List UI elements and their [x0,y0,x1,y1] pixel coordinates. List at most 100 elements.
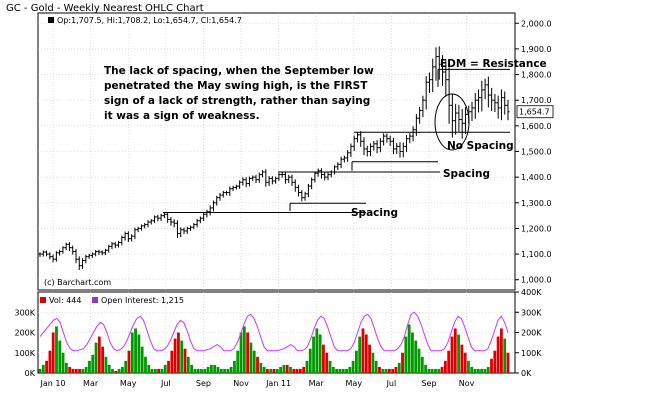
volume-bar [78,368,81,373]
volume-bar [242,326,246,373]
x-tick-label: Sep [196,379,211,388]
x-tick-label: Sep [421,379,436,388]
price-y-tick-label: 1,500.0 [521,148,552,157]
volume-bar [127,350,131,373]
volume-bar [476,368,480,373]
volume-bar [437,368,441,373]
volume-bar [180,340,184,373]
volume-y-tick-label: 400K [521,288,542,297]
volume-bar [463,352,467,373]
volume-bar [322,344,325,373]
volume-bar [368,344,371,373]
volume-bar [94,342,98,373]
volume-bar [331,366,335,373]
volume-bar [51,332,55,373]
oi-legend-icon [92,297,99,303]
volume-left-y-tick-label: 200K [14,329,35,338]
volume-bar [150,368,154,373]
volume-bar [226,368,230,373]
volume-bar [358,336,362,373]
volume-bar [338,368,342,373]
volume-bar [430,368,434,373]
volume-bar [381,368,385,373]
volume-bar [177,332,180,373]
volume-bar [345,368,348,373]
volume-bar [420,356,424,373]
volume-bar [397,362,401,373]
volume-bar [157,368,161,373]
volume-bar [490,358,493,373]
volume-bar [61,352,65,373]
volume-bar [279,366,282,373]
volume-bar [71,368,75,373]
volume-bar [91,354,95,373]
volume-bar [467,360,470,373]
volume-bar [378,366,381,373]
volume-bar [170,350,174,373]
x-tick-label: Jan 10 [39,379,65,388]
volume-bar [130,332,134,373]
volume-bar [219,368,223,373]
volume-bar [447,350,451,373]
volume-bar [384,368,388,373]
volume-bar [371,352,375,373]
volume-bar [496,336,500,373]
volume-bar [117,368,121,373]
last-price-box [516,105,554,119]
volume-bar [282,364,286,373]
volume-bar [298,368,302,373]
volume-bar [272,368,276,373]
annotation-edm: EDM = Resistance [440,58,547,70]
volume-bar [427,368,431,373]
volume-bar [315,328,319,373]
volume-bar [229,366,233,373]
volume-bar [190,364,194,373]
volume-bar [335,368,339,373]
volume-bar [450,336,454,373]
price-y-tick-label: 1,900.0 [521,45,552,54]
volume-bar [246,332,250,373]
volume-bar [325,352,329,373]
volume-left-y-tick-label: 0K [25,369,36,378]
volume-bar [473,368,477,373]
volume-bar [163,364,167,373]
volume-bar [107,364,111,373]
volume-bar [457,334,460,373]
volume-bar [153,368,157,373]
volume-left-y-tick-label: 100K [14,349,35,358]
vol-legend-text: Vol: 444 [49,296,82,305]
volume-bar [480,368,484,373]
volume-bar [104,356,108,373]
vol-legend-icon [40,297,46,303]
volume-bar [101,346,105,373]
x-tick-label: Jan 11 [265,379,291,388]
volume-bar [292,368,296,373]
x-tick-label: Jul [386,379,397,388]
volume-bar [483,368,487,373]
volume-bar [387,368,391,373]
price-y-tick-label: 1,300.0 [521,199,552,208]
price-y-tick-label: 1,700.0 [521,96,552,105]
volume-bar [269,368,273,373]
volume-bar [500,328,503,373]
volume-bar [318,334,322,373]
volume-bar [236,350,240,373]
x-tick-label: Nov [459,379,475,388]
x-tick-label: May [346,379,363,388]
volume-bar [262,366,266,373]
volume-bar [503,338,507,373]
annotation-spacing-upper: Spacing [443,168,490,180]
volume-bar [45,360,48,373]
volume-bar [256,356,259,373]
volume-bar [266,368,269,373]
volume-bar [239,332,243,373]
volume-bar [285,364,289,373]
volume-bar [275,368,279,373]
volume-bar [114,370,118,373]
volume-bar [167,360,170,373]
price-legend: Op:1,707.5, Hi:1,708.2, Lo:1,654.7, Cl:1… [48,16,242,25]
x-tick-label: Mar [83,379,99,388]
volume-y-tick-label: 200K [521,329,542,338]
volume-bar [97,336,101,373]
